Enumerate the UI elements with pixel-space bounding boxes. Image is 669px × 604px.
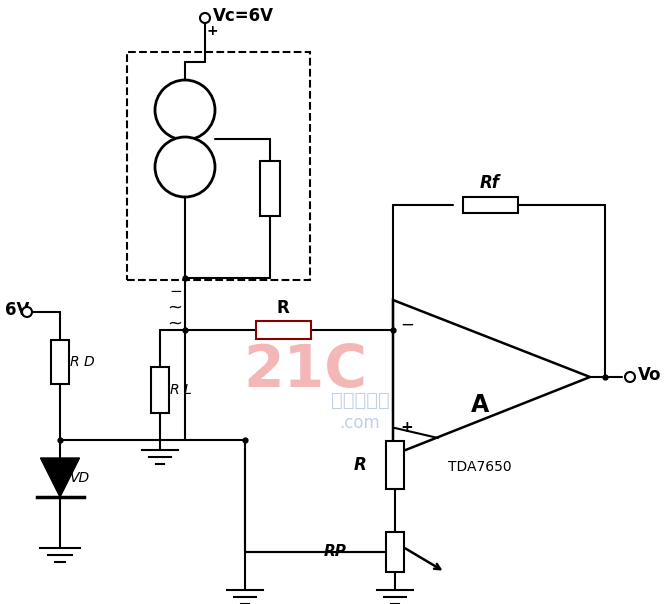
Text: R D: R D xyxy=(70,355,94,369)
Text: 中国电子网: 中国电子网 xyxy=(330,391,389,410)
Text: +: + xyxy=(400,420,413,435)
Text: A: A xyxy=(471,393,489,417)
Bar xyxy=(462,197,518,213)
Bar xyxy=(260,161,280,216)
Text: R: R xyxy=(354,456,367,474)
Bar xyxy=(127,52,310,280)
Circle shape xyxy=(155,80,215,140)
Bar xyxy=(51,340,69,384)
Text: −: − xyxy=(169,284,182,300)
Text: Vo: Vo xyxy=(638,366,662,384)
Circle shape xyxy=(155,137,215,197)
Bar xyxy=(386,441,404,489)
Text: .com: .com xyxy=(340,414,381,432)
Circle shape xyxy=(22,307,32,317)
Text: 6V: 6V xyxy=(5,301,29,319)
Text: 21C: 21C xyxy=(243,341,367,399)
Text: R: R xyxy=(276,299,290,317)
Polygon shape xyxy=(41,458,80,497)
Circle shape xyxy=(625,372,635,382)
Text: ~: ~ xyxy=(167,315,182,333)
Bar xyxy=(256,321,310,339)
Text: TDA7650: TDA7650 xyxy=(448,460,512,474)
Text: −: − xyxy=(400,316,414,334)
Text: Vc=6V: Vc=6V xyxy=(213,7,274,25)
Bar xyxy=(386,532,404,572)
Bar xyxy=(151,367,169,413)
Text: VD: VD xyxy=(70,471,90,485)
Text: ~: ~ xyxy=(167,299,182,317)
Polygon shape xyxy=(393,300,590,455)
Circle shape xyxy=(200,13,210,23)
Text: +: + xyxy=(207,24,219,38)
Text: R L: R L xyxy=(170,383,192,397)
Text: RP: RP xyxy=(324,544,347,559)
Text: Rf: Rf xyxy=(480,174,500,192)
